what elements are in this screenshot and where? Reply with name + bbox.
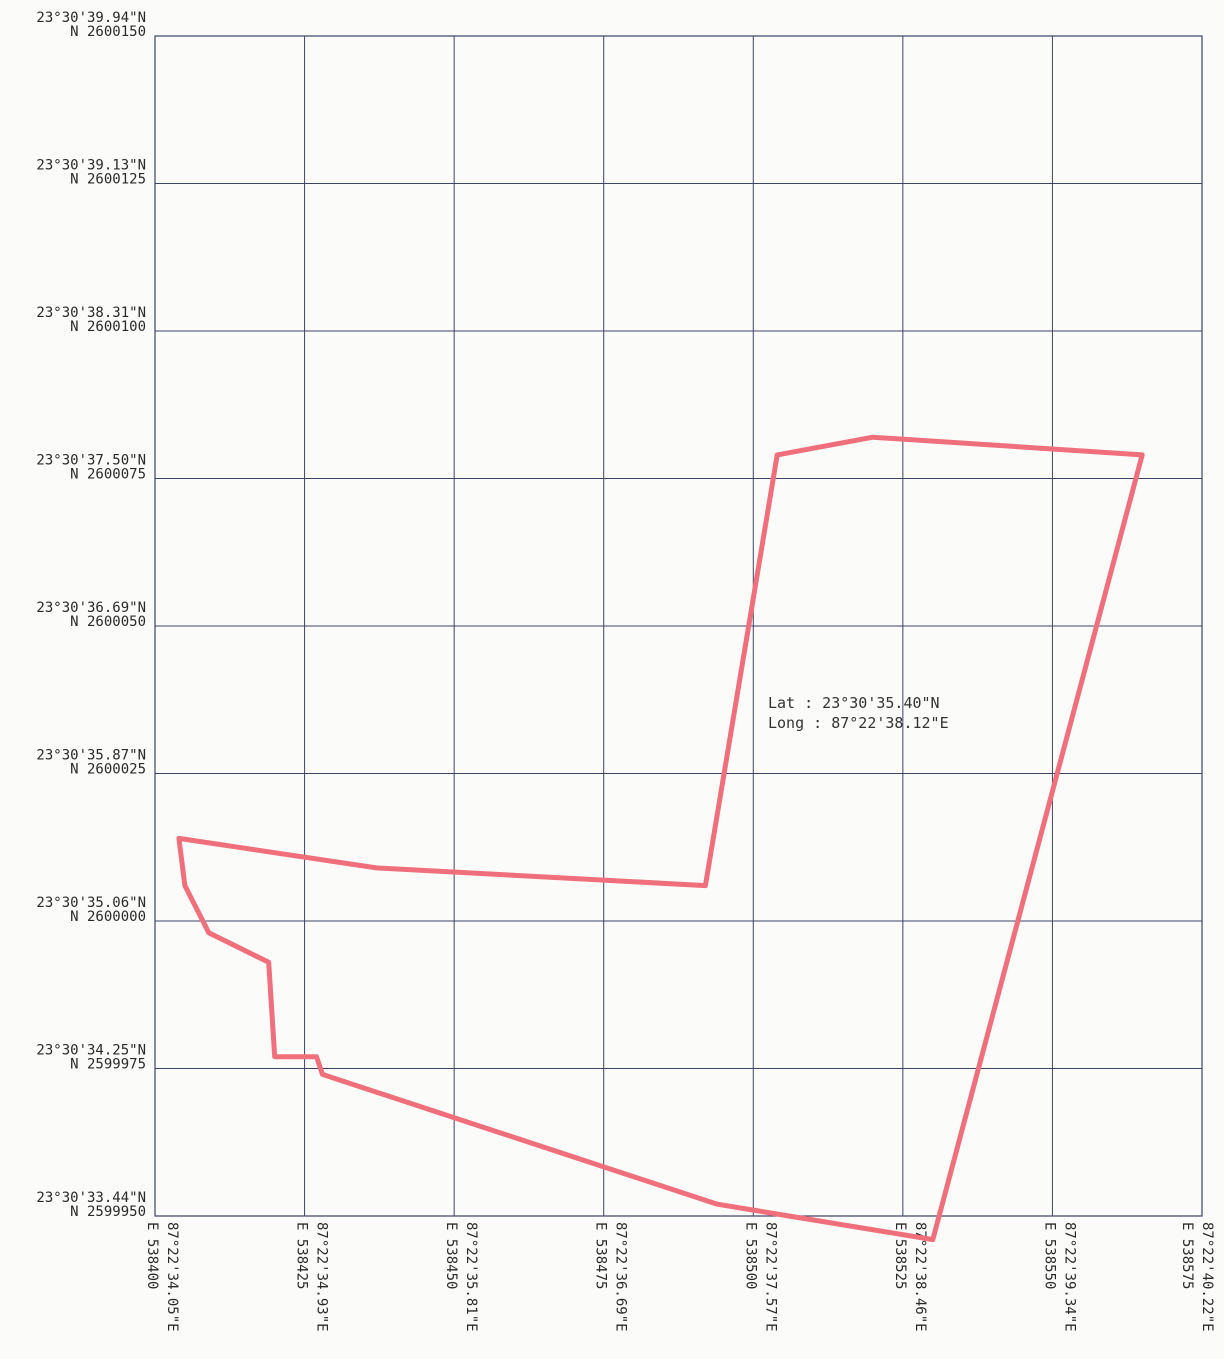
utm-grid [154, 35, 1203, 1217]
easting-geo-label: 87°22'40.22"E [1199, 1222, 1215, 1332]
centroid-annotation: Lat : 23°30'35.40"N Long : 87°22'38.12"E [768, 694, 949, 732]
northing-utm-label: N 2600050 [70, 614, 146, 630]
northing-geo-label: 23°30'39.13"N [36, 158, 146, 174]
site-boundary-polygon [176, 434, 1145, 1243]
easting-geo-label: 87°22'37.57"E [762, 1222, 778, 1332]
easting-labels: E 538400 87°22'34.05"E E 538425 87°22'34.93… [144, 1222, 1215, 1332]
easting-utm-label: E 538525 [892, 1222, 908, 1289]
easting-geo-label: 87°22'39.34"E [1061, 1222, 1077, 1332]
annotation-lat: Lat : 23°30'35.40"N [768, 694, 940, 712]
northing-geo-label: 23°30'37.50"N [36, 453, 146, 469]
northing-geo-label: 23°30'33.44"N [36, 1190, 146, 1206]
northing-geo-label: 23°30'39.94"N [36, 10, 146, 26]
northing-geo-label: 23°30'38.31"N [36, 305, 146, 321]
annotation-long: Long : 87°22'38.12"E [768, 714, 949, 732]
easting-utm-label: E 538425 [294, 1222, 310, 1289]
northing-utm-label: N 2600025 [70, 762, 146, 778]
northing-utm-label: N 2600125 [70, 172, 146, 188]
northing-utm-label: N 2600000 [70, 909, 146, 925]
easting-geo-label: 87°22'34.93"E [314, 1222, 330, 1332]
northing-utm-label: N 2599975 [70, 1057, 146, 1073]
easting-utm-label: E 538550 [1041, 1222, 1057, 1289]
northing-utm-label: N 2599950 [70, 1204, 146, 1220]
easting-utm-label: E 538500 [742, 1222, 758, 1289]
easting-geo-label: 87°22'38.46"E [912, 1222, 928, 1332]
northing-geo-label: 23°30'36.69"N [36, 600, 146, 616]
northing-utm-label: N 2600150 [70, 24, 146, 40]
easting-utm-label: E 538400 [144, 1222, 160, 1289]
easting-geo-label: 87°22'36.69"E [613, 1222, 629, 1332]
easting-utm-label: E 538475 [593, 1222, 609, 1289]
northing-utm-label: N 2600100 [70, 319, 146, 335]
easting-geo-label: 87°22'34.05"E [164, 1222, 180, 1332]
northing-utm-label: N 2600075 [70, 467, 146, 483]
northing-geo-label: 23°30'34.25"N [36, 1043, 146, 1059]
easting-utm-label: E 538450 [443, 1222, 459, 1289]
easting-utm-label: E 538575 [1179, 1222, 1195, 1289]
northing-geo-label: 23°30'35.06"N [36, 895, 146, 911]
northing-geo-label: 23°30'35.87"N [36, 748, 146, 764]
easting-geo-label: 87°22'35.81"E [463, 1222, 479, 1332]
